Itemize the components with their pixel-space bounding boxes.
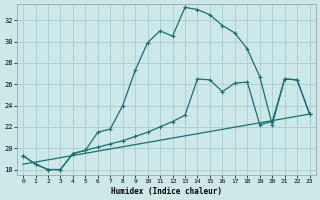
X-axis label: Humidex (Indice chaleur): Humidex (Indice chaleur) <box>111 187 222 196</box>
